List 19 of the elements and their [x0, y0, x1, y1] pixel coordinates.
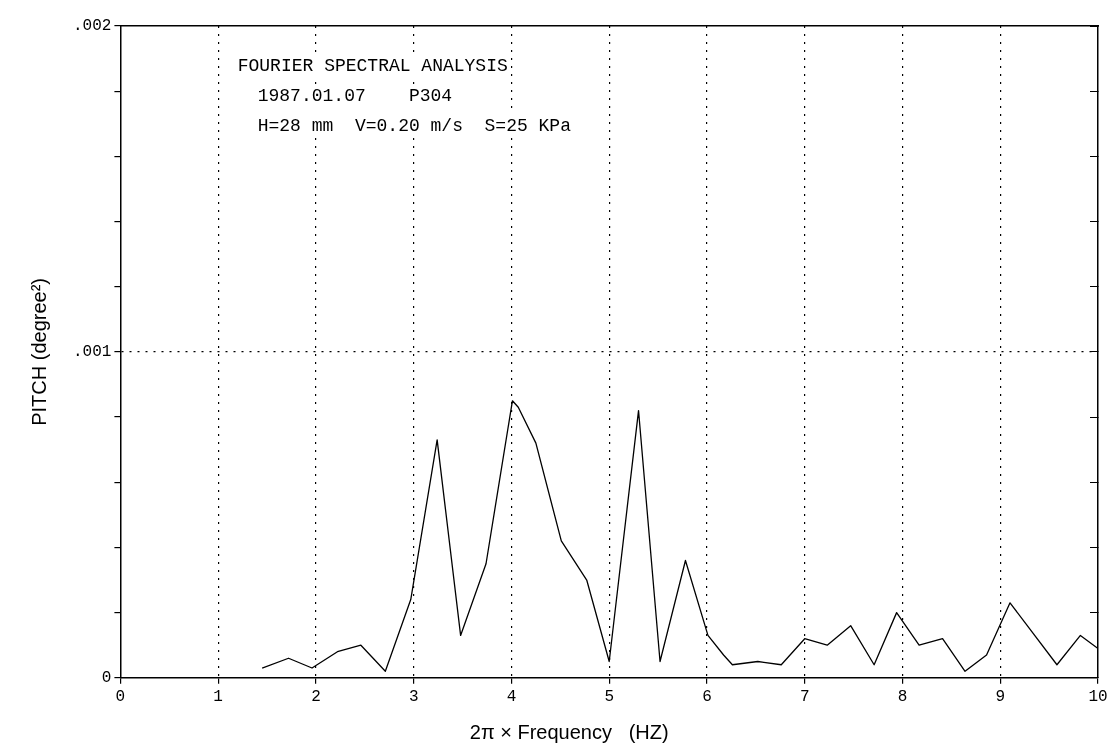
x-tick-label: 9 — [995, 687, 1006, 706]
x-tick-label: 4 — [506, 687, 517, 706]
y-tick-label: .001 — [73, 343, 112, 362]
x-tick-label: 0 — [115, 687, 126, 706]
text: FOURIER SPECTRAL ANALYSIS — [237, 55, 508, 76]
x-tick-label: 5 — [604, 687, 615, 706]
x-tick-label: 6 — [702, 687, 712, 706]
x-tick-label: 3 — [408, 687, 419, 706]
x-tick-label: 8 — [897, 687, 908, 706]
text: 1987.01.07 P304 — [257, 85, 453, 106]
x-axis-title: 2π × Frequency (HZ) — [469, 720, 669, 743]
annotation: H=28 mm V=0.20 m/s S=25 KPa — [257, 115, 572, 136]
x-tick-label: 10 — [1088, 687, 1108, 706]
y-tick-label: .002 — [73, 17, 112, 36]
x-tick-label: 7 — [799, 687, 810, 706]
y-axis-title: PITCH (degree²) — [27, 277, 50, 426]
x-tick-label: 1 — [213, 687, 223, 706]
x-tick-label: 2 — [311, 687, 321, 706]
y-tick-label: 0 — [101, 669, 112, 688]
